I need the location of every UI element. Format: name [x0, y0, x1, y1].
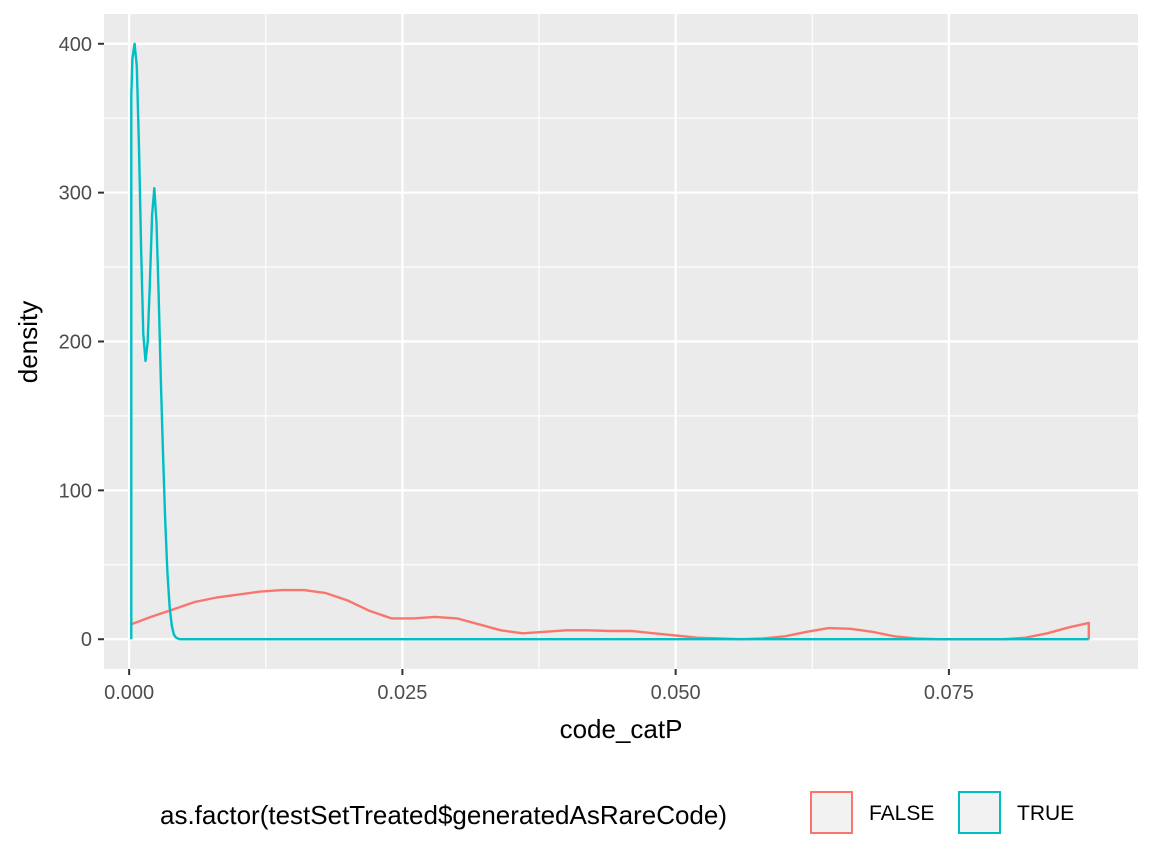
x-axis-title: code_catP [560, 714, 683, 744]
legend-key-false [810, 791, 853, 834]
density-line-true [130, 42, 1089, 641]
legend-key-true [958, 791, 1001, 834]
series-layer [130, 42, 1091, 641]
y-tick-label: 0 [81, 629, 92, 651]
x-tick-label: 0.025 [377, 682, 427, 704]
y-tick-label: 300 [59, 183, 92, 205]
x-tick-label: 0.075 [924, 682, 974, 704]
y-tick-label: 100 [59, 480, 92, 502]
axes: 0 100 200 300 400 0.000 0.025 0.050 0.075 [59, 34, 974, 704]
legend: as.factor(testSetTreated$generatedAsRare… [160, 791, 1074, 834]
legend-label-false: FALSE [869, 802, 934, 825]
legend-title: as.factor(testSetTreated$generatedAsRare… [160, 800, 727, 830]
y-tick-label: 200 [59, 332, 92, 354]
x-tick-label: 0.000 [104, 682, 154, 704]
legend-label-true: TRUE [1017, 802, 1074, 825]
y-tick-label: 400 [59, 34, 92, 56]
x-tick-label: 0.050 [651, 682, 701, 704]
y-axis-title: density [13, 301, 43, 383]
